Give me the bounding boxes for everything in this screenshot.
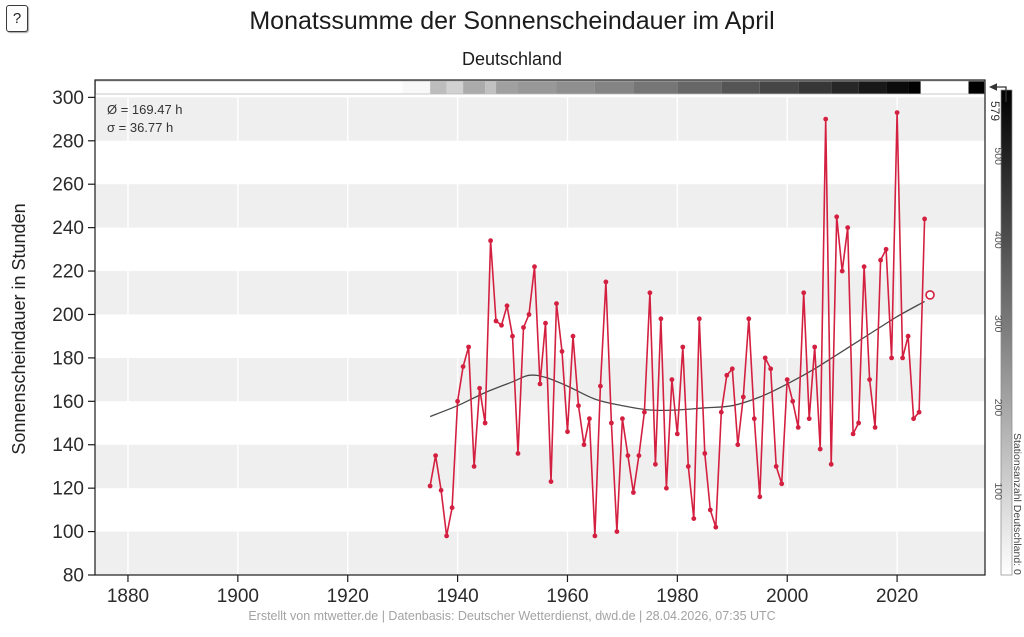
colorbar-arrow: [997, 86, 1007, 102]
x-tick-label: 1880: [107, 586, 149, 607]
help-button[interactable]: ?: [6, 5, 28, 32]
y-tick-label: 240: [52, 218, 84, 239]
page-title: Monatssumme der Sonnenscheindauer im Apr…: [249, 7, 775, 35]
y-tick-label: 280: [52, 131, 84, 152]
colorbar-caption: Stationsanzahl Deutschland: 0: [1011, 433, 1023, 575]
stats-annotation: Ø = 169.47 h σ = 36.77 h: [107, 101, 183, 137]
x-tick-label: 1940: [436, 586, 478, 607]
x-tick-label: 1960: [546, 586, 588, 607]
y-tick-label: 180: [52, 348, 84, 369]
y-tick-label: 120: [52, 479, 84, 500]
y-tick-label: 300: [52, 88, 84, 109]
colorbar-ticks: 100 200 300 400 500: [992, 147, 1004, 500]
axis-ticks: [88, 96, 898, 582]
colorbar-arrowhead-icon: [989, 83, 997, 91]
page-subtitle: Deutschland: [461, 49, 563, 69]
colorbar-tick-label: 400: [992, 231, 1004, 249]
y-tick-label: 140: [52, 435, 84, 456]
footer-credit: Erstellt von mtwetter.de | Datenbasis: D…: [248, 609, 776, 623]
background-bands: [95, 97, 985, 575]
x-tick-label: 1920: [327, 586, 369, 607]
series-markers: [427, 110, 927, 539]
colorbar-max-label: 579: [988, 101, 1002, 122]
provisional-point: [925, 290, 935, 300]
mean-annotation: Ø = 169.47 h: [107, 102, 183, 117]
y-tick-label: 80: [63, 566, 84, 587]
colorbar-tick-label: 100: [992, 482, 1004, 500]
sigma-annotation: σ = 36.77 h: [107, 120, 174, 135]
y-tick-label: 260: [52, 175, 84, 196]
colorbar-tick-label: 300: [992, 315, 1004, 333]
colorbar-tick-label: 200: [992, 399, 1004, 417]
plot-border: [94, 79, 986, 576]
x-tick-label: 1900: [217, 586, 259, 607]
grid-lines: [127, 96, 898, 575]
axis-tick-labels: 80 100 120 140 160 180 200 220 240 260 280 300 1880 1…: [52, 88, 918, 607]
y-tick-label: 100: [52, 522, 84, 543]
y-tick-label: 160: [52, 392, 84, 413]
colorbar-tick-label: 500: [992, 147, 1004, 165]
y-tick-label: 220: [52, 262, 84, 283]
x-tick-label: 2020: [876, 586, 918, 607]
x-tick-label: 2000: [766, 586, 808, 607]
station-count-strip: [95, 80, 985, 95]
y-tick-label: 200: [52, 305, 84, 326]
x-tick-label: 1980: [656, 586, 698, 607]
